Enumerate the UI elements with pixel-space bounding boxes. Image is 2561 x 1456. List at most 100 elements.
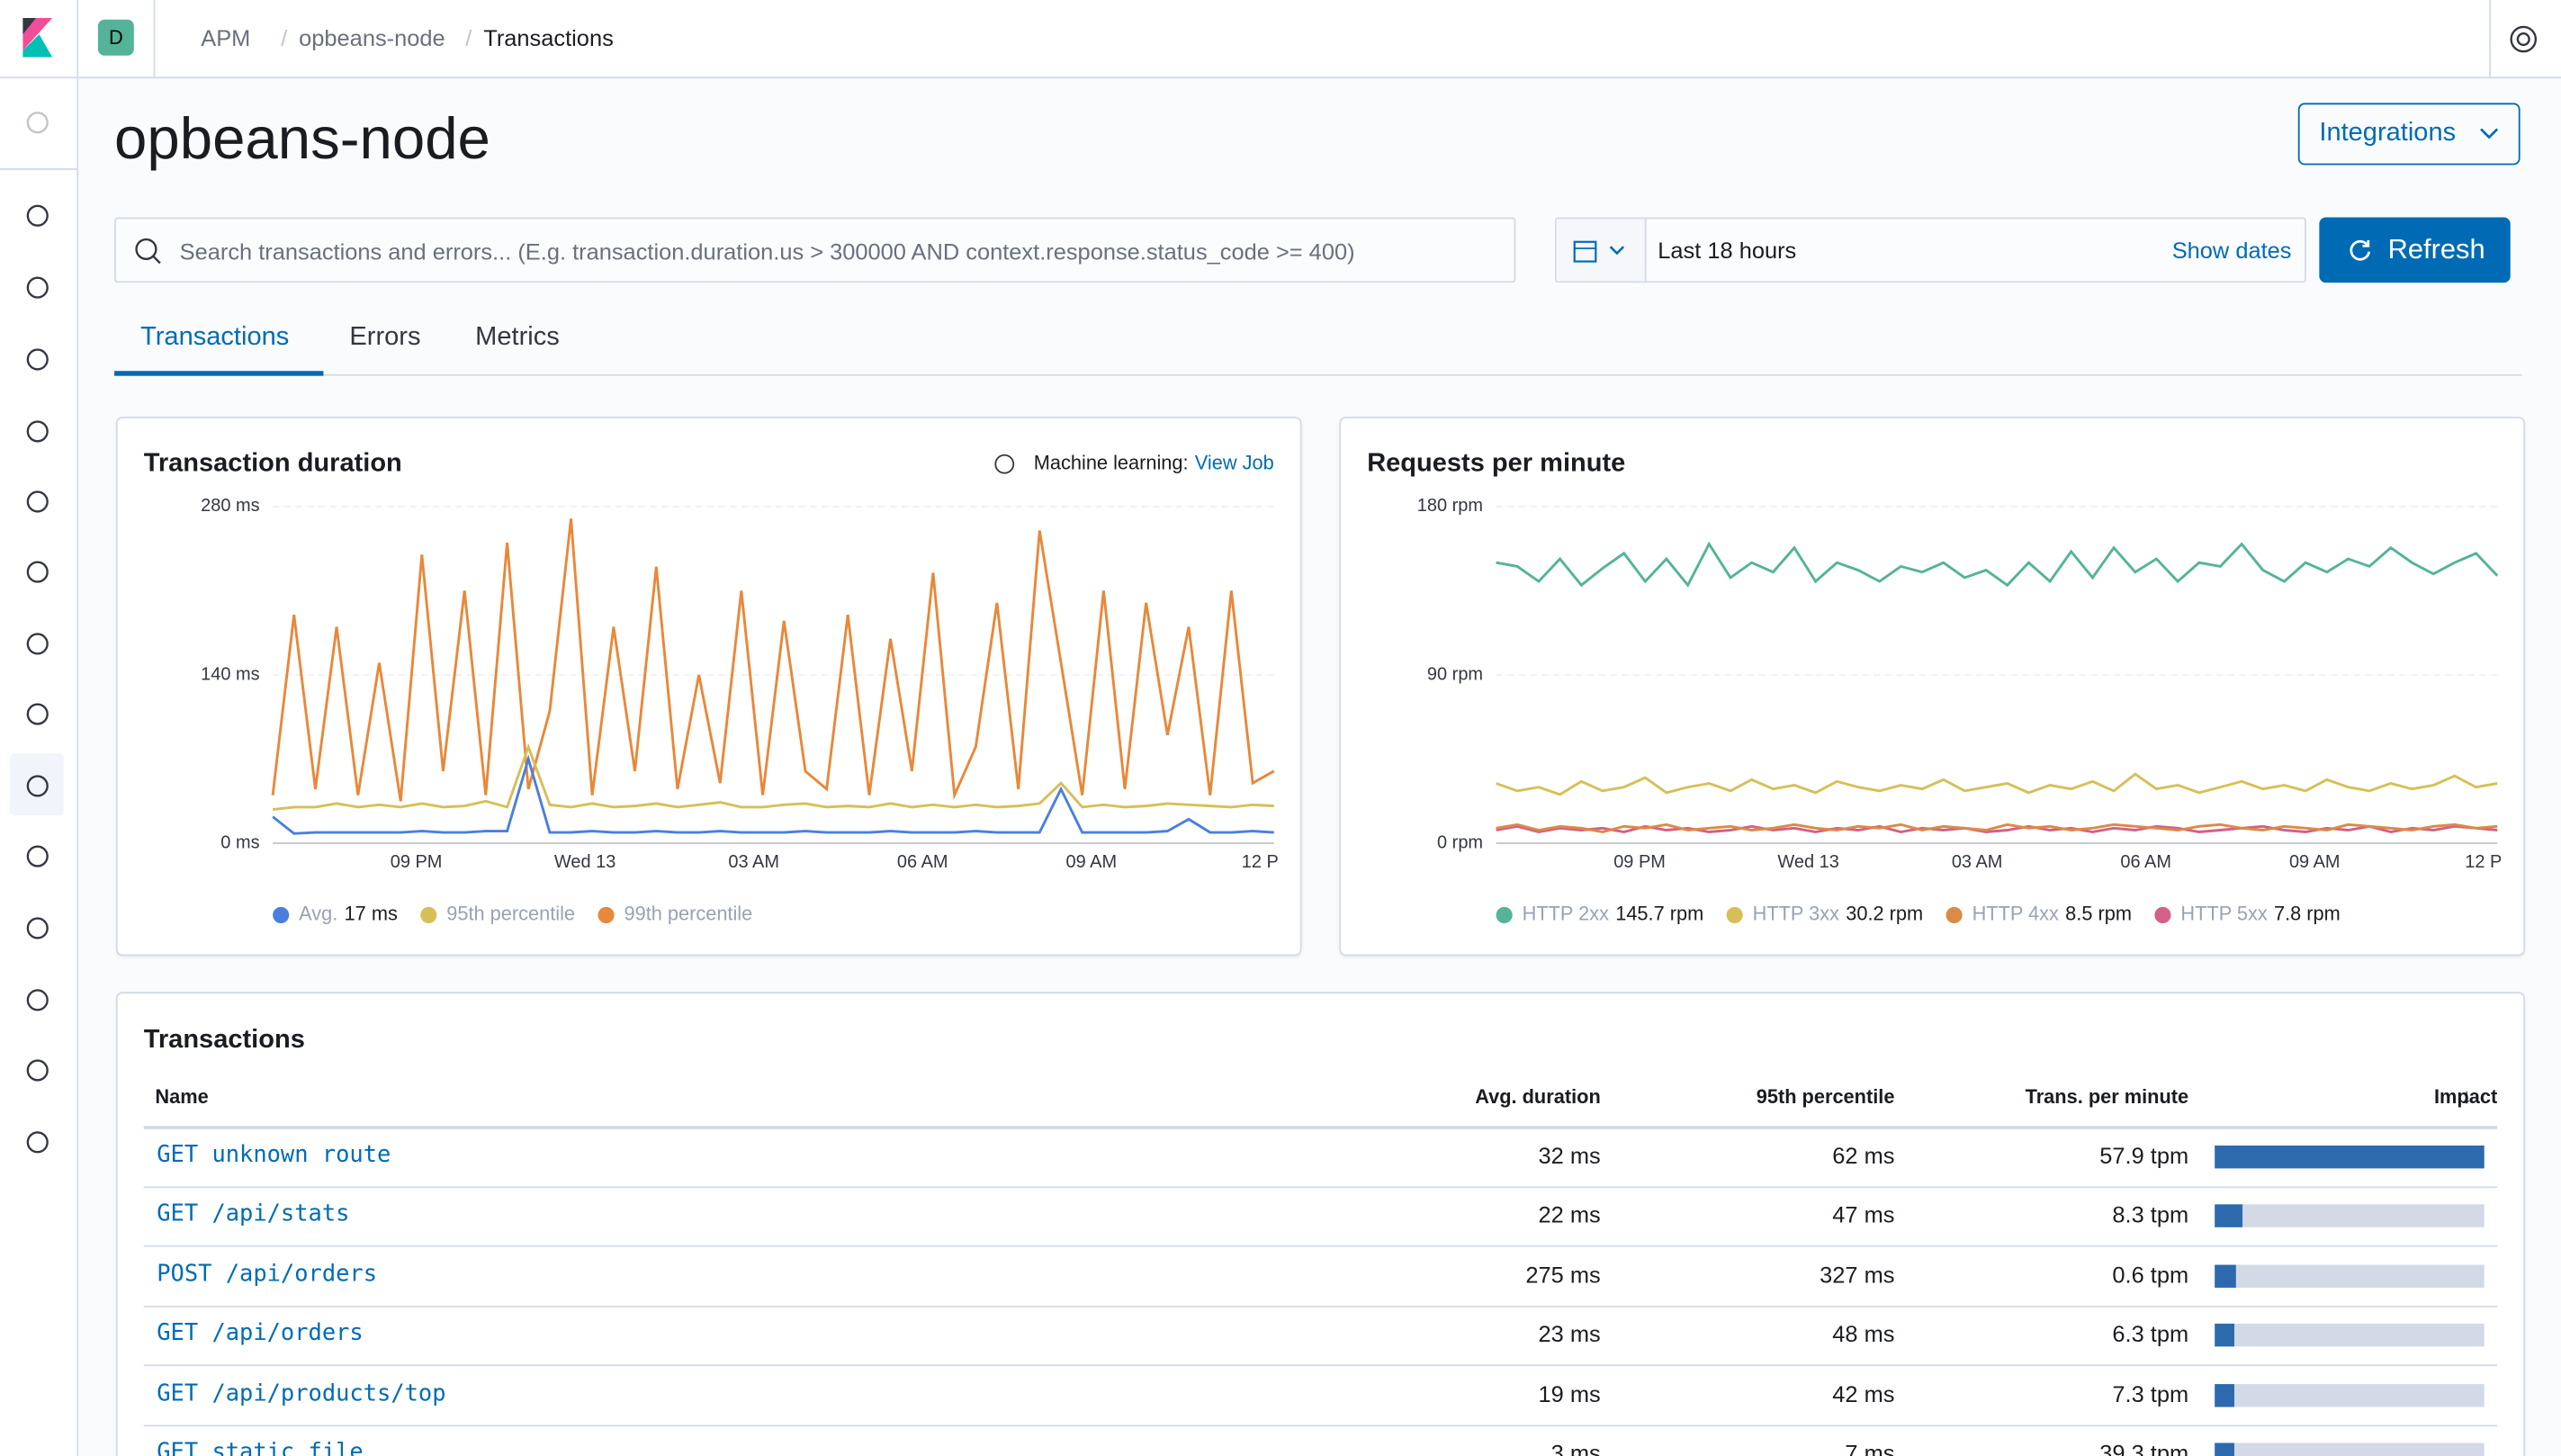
legend-label[interactable]: HTTP 3xx — [1753, 903, 1839, 925]
separator: / — [281, 24, 288, 51]
table-panel: Transactions Name Avg. duration 95th perce… — [115, 992, 2526, 1456]
chart: Requests per minute 0 rpm 90 rpm 180 rpm 09 … — [1367, 448, 2502, 925]
x-tick-label: Wed 13 — [554, 852, 616, 872]
separator: / — [465, 24, 472, 51]
x-tick-label: 03 AM — [1952, 852, 2003, 872]
time-range: Last 18 hours — [1658, 237, 1797, 264]
cell: 19 ms — [1538, 1380, 1601, 1407]
legend-value: 17 ms — [345, 903, 398, 925]
divider — [2489, 0, 2491, 77]
nav-icon — [26, 703, 49, 725]
cell: 23 ms — [1538, 1320, 1601, 1347]
help-icon[interactable] — [2509, 24, 2539, 54]
refresh-icon — [2350, 239, 2371, 261]
transaction-link[interactable]: GET unknown route — [157, 1142, 391, 1169]
impact-bar — [2215, 1383, 2234, 1407]
impact-track — [2215, 1264, 2485, 1288]
integrations-button[interactable]: Integrations — [2297, 103, 2521, 166]
legend-dot — [1726, 906, 1743, 924]
column-header: Name — [155, 1084, 209, 1109]
nav-icons — [26, 112, 49, 1154]
button-label: Integrations — [2319, 119, 2457, 148]
y-tick-label: 140 ms — [201, 664, 259, 684]
nav-icon — [26, 1131, 49, 1154]
header-border — [143, 1126, 2498, 1129]
transaction-link[interactable]: GET static file — [157, 1439, 364, 1456]
legend-dot — [1496, 906, 1513, 924]
legend-value: 30.2 rpm — [1846, 903, 1923, 925]
legend-value: 8.5 rpm — [2065, 903, 2132, 925]
annotation-link[interactable]: View Job — [1195, 451, 1274, 473]
legend-label[interactable]: 95th percentile — [446, 903, 575, 925]
cell: 6.3 tpm — [2112, 1320, 2189, 1347]
page-title: opbeans-node — [114, 104, 490, 172]
column-header[interactable]: Impact — [2433, 1084, 2498, 1109]
series-line — [1496, 772, 2498, 796]
legend-label[interactable]: HTTP 5xx — [2180, 903, 2267, 925]
impact-track — [2215, 1383, 2485, 1407]
sort-arrow: ↓ — [2461, 1083, 2473, 1109]
legend-label[interactable]: Avg. — [299, 903, 337, 925]
chart-title: Transaction duration — [144, 448, 402, 477]
nav-icon — [26, 989, 49, 1011]
show-dates[interactable]: Show dates — [2171, 237, 2292, 264]
search-icon — [135, 238, 161, 265]
nav-icon — [26, 204, 49, 227]
tab[interactable]: Errors — [349, 323, 421, 352]
cell: 327 ms — [1820, 1261, 1895, 1288]
refresh-button[interactable]: Refresh — [2319, 217, 2511, 283]
info-icon — [994, 454, 1015, 474]
chart-title: Requests per minute — [1367, 448, 1625, 477]
avatar[interactable]: D — [97, 19, 134, 56]
chart-panel: Transaction duration Machine learning: Vie… — [115, 417, 1302, 957]
search-bar[interactable]: Search transactions and errors... (E.g. … — [114, 217, 1516, 283]
divider — [0, 168, 77, 170]
x-tick-label: 12 P — [2465, 852, 2502, 872]
chart: Transaction duration Machine learning: Vie… — [144, 448, 1279, 925]
tab[interactable]: Transactions — [140, 323, 290, 352]
series-line — [272, 754, 1274, 835]
table-title: Transactions — [143, 1026, 305, 1055]
legend-label[interactable]: HTTP 2xx — [1523, 903, 1609, 925]
legend-label[interactable]: HTTP 4xx — [1972, 903, 2059, 925]
row-border — [143, 1186, 2498, 1189]
logo[interactable] — [20, 17, 56, 58]
impact-track — [2215, 1443, 2485, 1456]
nav-icon — [26, 490, 49, 513]
tab[interactable]: Metrics — [475, 323, 560, 352]
legend-value: 7.8 rpm — [2274, 903, 2341, 925]
column-header: Trans. per minute — [2025, 1084, 2189, 1109]
x-tick-label: 12 P — [1242, 852, 1279, 872]
quick-menu[interactable] — [1556, 219, 1647, 282]
impact-bar — [2215, 1264, 2237, 1288]
date-picker[interactable]: Last 18 hours Show dates — [1554, 217, 2306, 283]
y-tick-label: 0 rpm — [1437, 832, 1483, 852]
transaction-link[interactable]: GET /api/orders — [157, 1320, 364, 1347]
x-tick-label: 06 AM — [897, 852, 948, 872]
cell: 47 ms — [1832, 1201, 1895, 1228]
impact-track — [2215, 1324, 2485, 1347]
breadcrumb[interactable]: opbeans-node — [299, 24, 445, 51]
nav-icon — [26, 112, 49, 134]
search-placeholder: Search transactions and errors... (E.g. … — [179, 238, 1355, 265]
x-tick-label: 09 PM — [1613, 852, 1666, 872]
tabs-border — [114, 373, 2522, 376]
impact-bar — [2215, 1145, 2485, 1169]
impact-bar — [2215, 1324, 2234, 1347]
legend-label[interactable]: 99th percentile — [625, 903, 753, 925]
button-label: Refresh — [2387, 233, 2485, 265]
transaction-link[interactable]: POST /api/orders — [157, 1261, 378, 1288]
cell: 62 ms — [1832, 1142, 1895, 1169]
transaction-link[interactable]: GET /api/stats — [157, 1201, 350, 1228]
y-tick-label: 90 rpm — [1427, 664, 1483, 684]
nav-icon — [26, 1059, 49, 1082]
impact-track — [2215, 1205, 2485, 1228]
x-tick-label: Wed 13 — [1777, 852, 1838, 872]
chart-panel: Requests per minute 0 rpm 90 rpm 180 rpm 09 … — [1339, 417, 2526, 957]
cell: 22 ms — [1538, 1201, 1601, 1228]
transaction-link[interactable]: GET /api/products/top — [157, 1380, 446, 1407]
breadcrumb[interactable]: APM — [201, 24, 251, 51]
cell: 57.9 tpm — [2099, 1142, 2189, 1169]
